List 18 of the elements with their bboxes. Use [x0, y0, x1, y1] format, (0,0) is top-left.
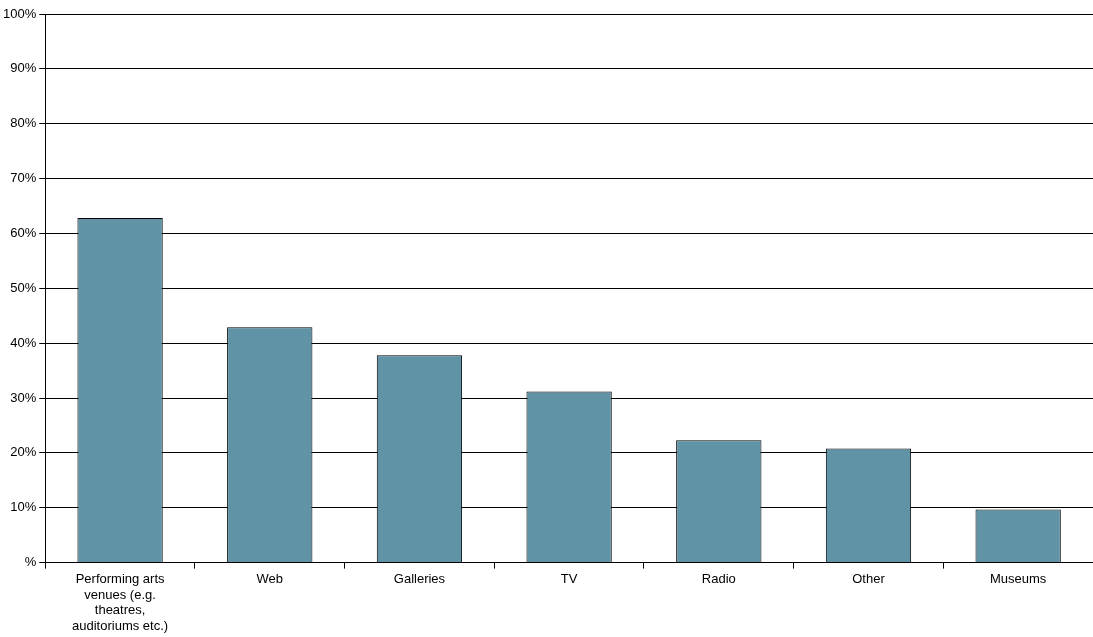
y-tick-label: 30%	[10, 389, 37, 405]
y-tick-label: 70%	[10, 170, 37, 186]
y-tick-label: 100%	[3, 5, 37, 21]
y-tick-label: 80%	[10, 115, 37, 131]
x-tick-label: Other	[852, 570, 886, 586]
x-tick-label: Web	[256, 570, 284, 586]
x-tick-label: TV	[560, 570, 578, 586]
x-tick-label: Museums	[989, 570, 1047, 586]
y-tick-label: 10%	[10, 499, 37, 515]
y-tick-label: 40%	[10, 334, 37, 350]
y-tick-label: 50%	[10, 279, 37, 295]
x-tick-label: Performing arts venues (e.g. theatres, auditoriums etc.)	[72, 570, 169, 633]
y-tick-label: 90%	[10, 60, 37, 76]
x-tick-label: Galleries	[393, 570, 446, 586]
x-tick-label: Radio	[701, 570, 736, 586]
y-tick-label: %	[24, 554, 37, 570]
y-tick-label: 60%	[10, 225, 37, 241]
y-tick-label: 20%	[10, 444, 37, 460]
